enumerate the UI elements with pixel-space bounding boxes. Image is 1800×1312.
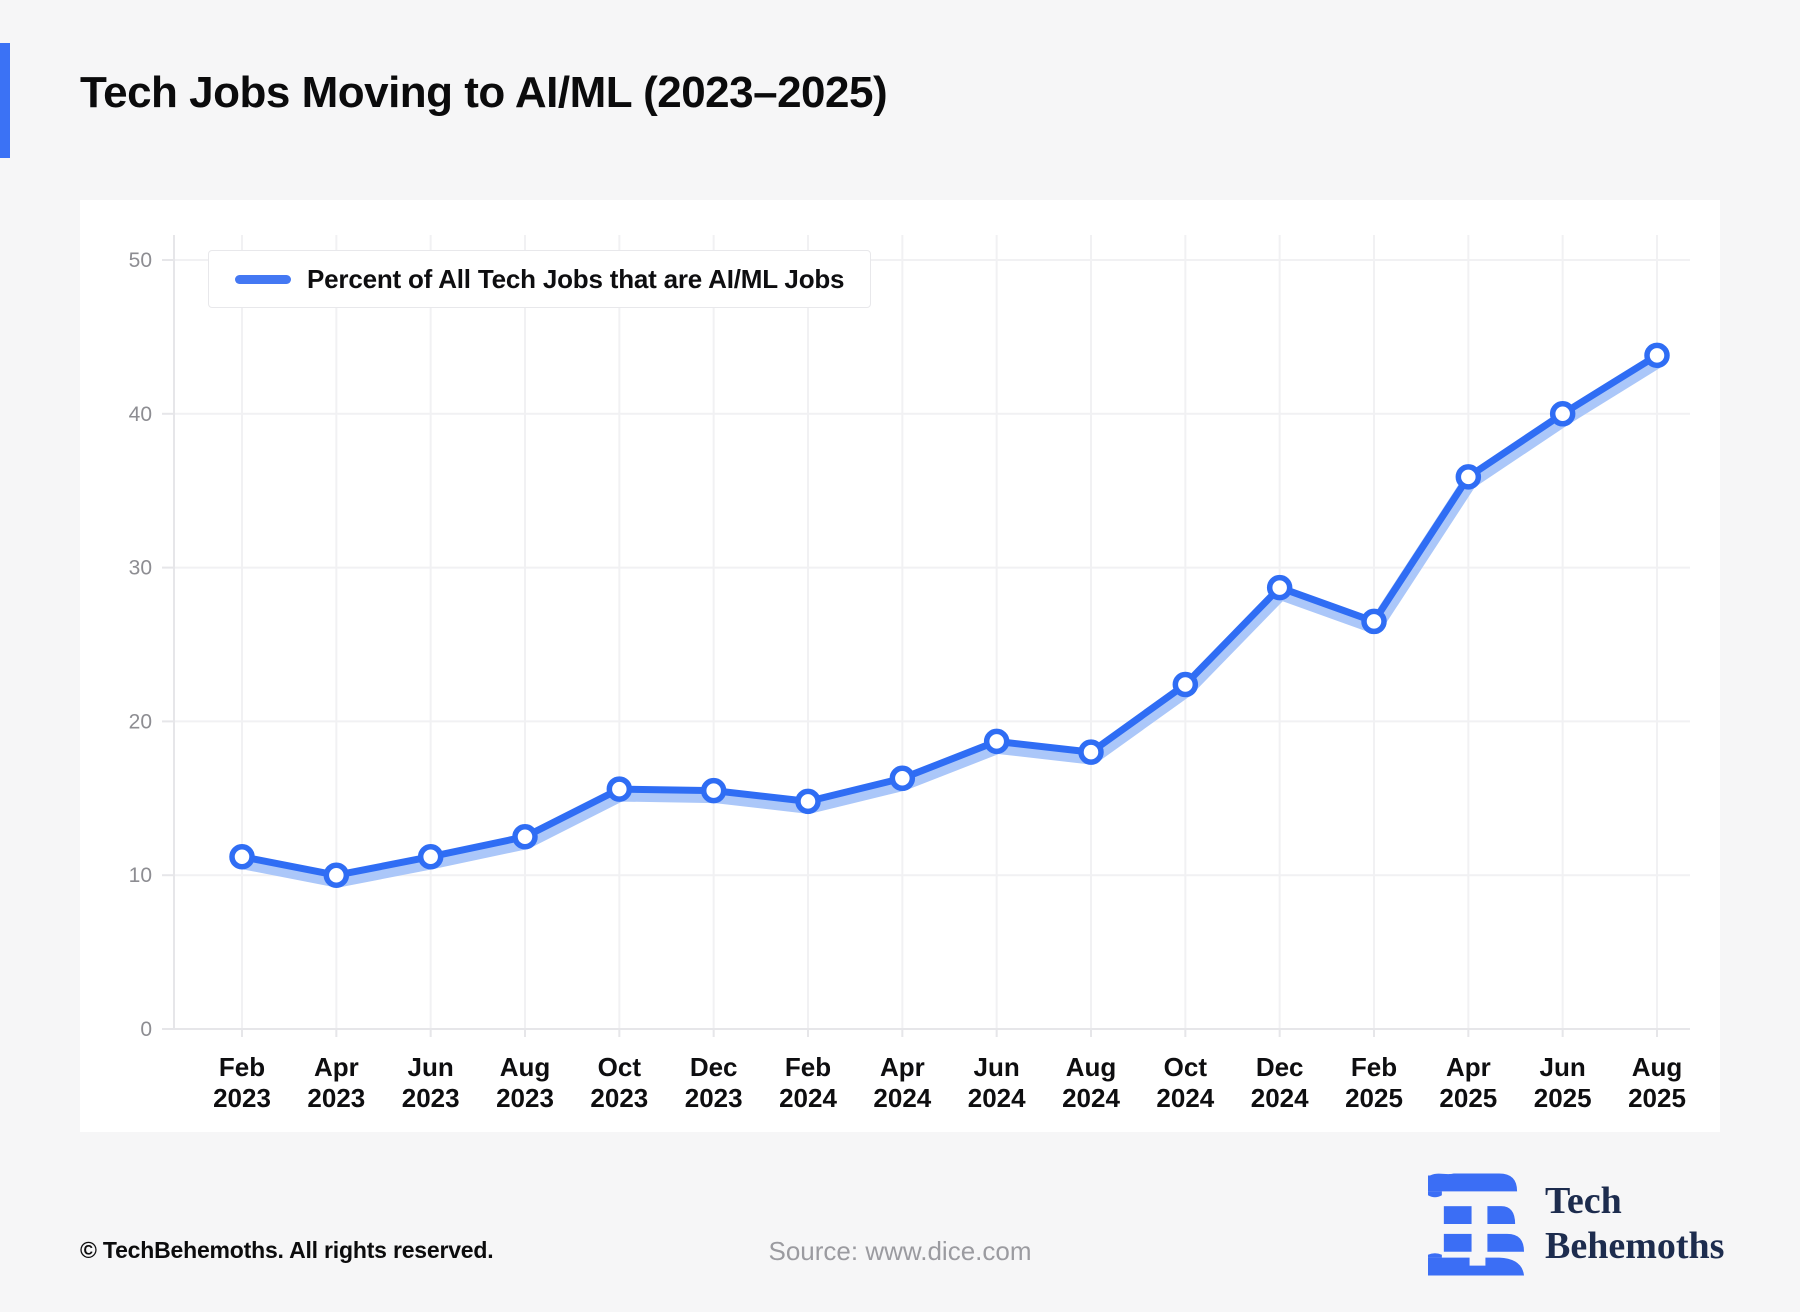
x-tick-label-year: 2023: [213, 1083, 271, 1113]
x-tick-label-month: Dec: [690, 1052, 738, 1082]
x-tick-label-month: Oct: [598, 1052, 642, 1082]
data-point-marker: [323, 862, 350, 888]
x-tick-label-month: Apr: [880, 1052, 925, 1082]
y-tick-label: 0: [140, 1018, 152, 1041]
data-point-marker: [417, 843, 444, 870]
data-point-marker: [889, 765, 916, 792]
x-tick-label-year: 2024: [779, 1083, 837, 1113]
x-tick-label-year: 2024: [873, 1083, 931, 1113]
x-tick-label-year: 2023: [496, 1083, 554, 1113]
x-tick-label-year: 2025: [1345, 1083, 1403, 1113]
data-point-marker: [1361, 608, 1387, 635]
chart-legend: Percent of All Tech Jobs that are AI/ML …: [208, 250, 872, 308]
x-tick-label-year: 2023: [402, 1083, 460, 1113]
x-tick-label-month: Jun: [408, 1052, 454, 1082]
copyright-text: © TechBehemoths. All rights reserved.: [80, 1237, 494, 1263]
x-tick-label-month: Apr: [314, 1052, 359, 1082]
y-tick-label: 20: [129, 710, 152, 733]
x-tick-label-year: 2024: [968, 1083, 1026, 1113]
x-tick-label-year: 2025: [1628, 1083, 1686, 1113]
data-point-marker: [1644, 342, 1670, 369]
data-point-marker: [1455, 464, 1482, 490]
x-tick-label-year: 2023: [685, 1083, 743, 1113]
x-tick-label-year: 2023: [307, 1083, 365, 1113]
x-tick-label-month: Feb: [785, 1052, 831, 1082]
data-point-marker: [983, 728, 1010, 755]
line-chart: 01020304050Feb2023Apr2023Jun2023Aug2023O…: [129, 235, 1690, 1113]
y-tick-label: 50: [129, 249, 152, 272]
techbehemoths-logo-text: Tech Behemoths: [1545, 1179, 1724, 1269]
data-point-marker: [1078, 739, 1104, 765]
techbehemoths-logo-icon: [1428, 1173, 1525, 1276]
data-point-marker: [795, 788, 821, 815]
logo-text-line1: Tech: [1545, 1180, 1622, 1222]
data-point-marker: [1266, 574, 1293, 601]
x-tick-label-month: Feb: [219, 1052, 265, 1082]
x-tick-label-month: Apr: [1446, 1052, 1491, 1082]
x-tick-label-month: Aug: [1632, 1052, 1683, 1082]
x-tick-label-month: Jun: [974, 1052, 1020, 1082]
x-tick-label-year: 2025: [1439, 1083, 1497, 1113]
y-tick-label: 40: [129, 403, 152, 426]
legend-line-swatch: [235, 274, 291, 284]
series-halo: [235, 352, 1666, 888]
source-text: Source: www.dice.com: [768, 1236, 1032, 1266]
x-tick-label-month: Aug: [1066, 1052, 1117, 1082]
y-tick-label: 10: [129, 864, 152, 887]
data-point-marker: [700, 777, 727, 804]
data-point-marker: [512, 824, 538, 850]
series-line: [238, 351, 1661, 879]
data-point-marker: [1172, 671, 1199, 698]
x-tick-label-year: 2025: [1534, 1083, 1592, 1113]
data-point-marker: [229, 843, 255, 870]
x-tick-label-month: Aug: [500, 1052, 551, 1082]
chart-card: Percent of All Tech Jobs that are AI/ML …: [80, 200, 1720, 1132]
x-tick-label-year: 2024: [1062, 1083, 1120, 1113]
page-title: Tech Jobs Moving to AI/ML (2023–2025): [80, 68, 888, 117]
data-point-marker: [1549, 401, 1576, 427]
y-tick-label: 30: [129, 557, 152, 580]
x-tick-label-year: 2024: [1156, 1083, 1214, 1113]
x-tick-label-year: 2023: [590, 1083, 648, 1113]
x-tick-label-month: Dec: [1256, 1052, 1304, 1082]
accent-bar: [0, 43, 10, 158]
techbehemoths-logo: Tech Behemoths: [1428, 1172, 1724, 1276]
x-tick-label-month: Jun: [1540, 1052, 1586, 1082]
legend-label: Percent of All Tech Jobs that are AI/ML …: [307, 263, 845, 294]
x-tick-label-year: 2024: [1251, 1083, 1309, 1113]
logo-text-line2: Behemoths: [1545, 1225, 1725, 1267]
x-tick-label-month: Feb: [1351, 1052, 1397, 1082]
data-point-marker: [606, 776, 633, 802]
x-tick-label-month: Oct: [1164, 1052, 1208, 1082]
